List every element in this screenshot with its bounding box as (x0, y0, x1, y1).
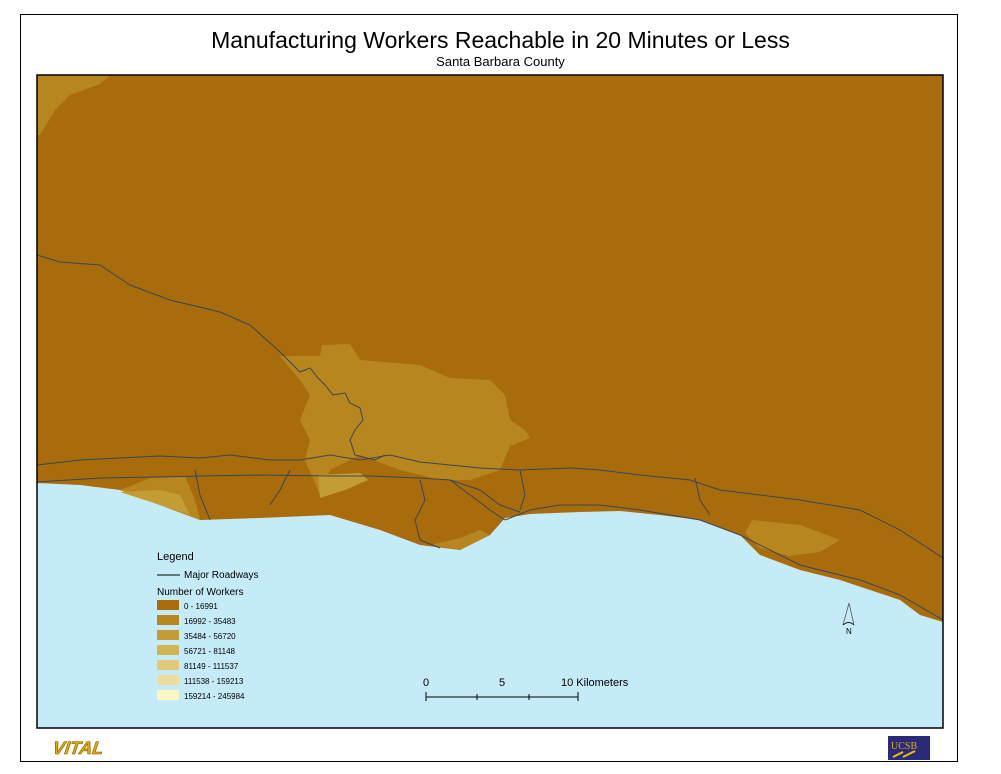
legend-title: Legend (157, 551, 194, 563)
land-class-1 (37, 75, 943, 622)
scale-label-10: 10 Kilometers (561, 677, 629, 689)
svg-text:VITAL: VITAL (51, 738, 104, 758)
vital-logo: VITAL (51, 738, 105, 759)
legend-swatch-1 (157, 615, 179, 625)
north-label: N (846, 627, 852, 636)
land-class-3-patch (318, 473, 368, 498)
legend-class-label: 56721 - 81148 (184, 647, 236, 656)
scale-label-5: 5 (499, 677, 505, 689)
map-frame (20, 14, 958, 762)
major-roadways (37, 254, 943, 621)
map-border (36, 74, 944, 729)
legend-roads-label: Major Roadways (184, 570, 258, 581)
legend-swatch-6 (157, 690, 179, 700)
ucsb-logo: UCSB (888, 736, 930, 760)
legend-class-label: 111538 - 159213 (184, 677, 244, 686)
legend-swatch-2 (157, 630, 179, 640)
legend-swatch-3 (157, 645, 179, 655)
land-class-2 (37, 75, 110, 135)
legend-swatch-0 (157, 600, 179, 610)
legend-class-label: 159214 - 245984 (184, 692, 245, 701)
land-class-2-east (745, 520, 840, 556)
legend-class-label: 35484 - 56720 (184, 632, 236, 641)
legend: Legend Major Roadways Number of Workers … (157, 551, 258, 701)
legend-swatch-4 (157, 660, 179, 670)
map-subtitle: Santa Barbara County (436, 54, 565, 69)
north-arrow-icon: N (842, 602, 855, 636)
land-class-3-west (120, 490, 190, 515)
map-title: Manufacturing Workers Reachable in 20 Mi… (211, 27, 790, 53)
legend-class-label: 16992 - 35483 (184, 617, 236, 626)
legend-classes-title: Number of Workers (157, 587, 244, 598)
scale-bar (425, 692, 579, 701)
legend-class-label: 81149 - 111537 (184, 662, 239, 671)
svg-text:UCSB: UCSB (891, 741, 917, 752)
land-class-2-coast (430, 530, 490, 550)
legend-class-label: 0 - 16991 (184, 602, 218, 611)
legend-swatch-5 (157, 675, 179, 685)
scale-label-0: 0 (423, 677, 429, 689)
